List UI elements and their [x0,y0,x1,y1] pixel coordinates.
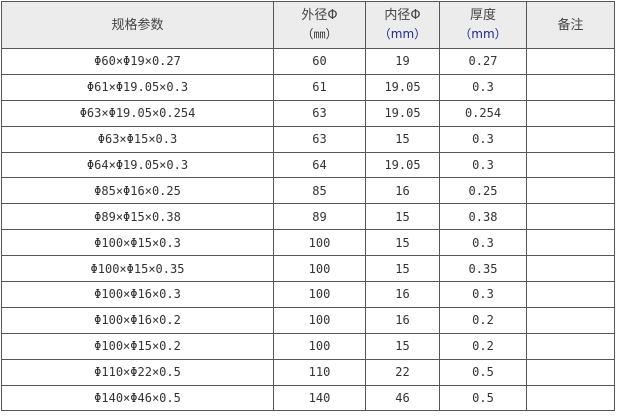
header-label: 厚度 [469,8,496,23]
cell-thickness: 0.3 [439,281,527,308]
header-unit: （mm） [378,27,427,41]
header-label: 外径Φ [301,8,338,23]
header-label: 规格参数 [111,17,164,33]
header-remarks: 备注 [526,1,615,49]
table-row: Φ100×Φ15×0.3 100 15 0.3 [1,229,615,257]
table-row: Φ64×Φ19.05×0.3 64 19.05 0.3 [1,151,615,179]
cell-outer-diameter: 100 [273,306,366,334]
cell-remarks [526,384,615,412]
header-label: 备注 [557,17,584,33]
cell-spec: Φ110×Φ22×0.5 [1,358,274,386]
table-row: Φ63×Φ15×0.3 63 15 0.3 [1,125,615,153]
cell-spec: Φ63×Φ19.05×0.254 [1,99,274,127]
header-spec: 规格参数 [1,1,274,49]
cell-thickness: 0.35 [439,255,527,283]
cell-inner-diameter: 15 [365,255,440,283]
cell-thickness: 0.3 [439,151,527,179]
cell-remarks [526,229,615,257]
cell-thickness: 0.27 [439,48,527,75]
header-unit: （㎜） [301,27,338,41]
cell-thickness: 0.2 [439,332,527,360]
header-thickness: 厚度 （mm） [439,1,527,49]
cell-inner-diameter: 15 [365,125,440,153]
cell-thickness: 0.2 [439,306,527,334]
cell-inner-diameter: 16 [365,281,440,308]
cell-remarks [526,125,615,153]
cell-spec: Φ89×Φ15×0.38 [1,203,274,231]
cell-thickness: 0.254 [439,99,527,127]
cell-remarks [526,99,615,127]
cell-outer-diameter: 100 [273,229,366,257]
cell-thickness: 0.5 [439,358,527,386]
header-inner-diameter: 内径Φ （mm） [365,1,440,49]
cell-outer-diameter: 64 [273,151,366,179]
table-row: Φ100×Φ16×0.2 100 16 0.2 [1,306,615,334]
cell-inner-diameter: 19 [365,48,440,75]
cell-spec: Φ61×Φ19.05×0.3 [1,73,274,101]
cell-spec: Φ100×Φ16×0.2 [1,306,274,334]
cell-spec: Φ64×Φ19.05×0.3 [1,151,274,179]
header-outer-diameter: 外径Φ （㎜） [273,1,366,49]
cell-remarks [526,306,615,334]
table-row: Φ100×Φ15×0.2 100 15 0.2 [1,332,615,360]
table-row: Φ110×Φ22×0.5 110 22 0.5 [1,358,615,386]
table-row: Φ100×Φ15×0.35 100 15 0.35 [1,255,615,283]
cell-inner-diameter: 19.05 [365,151,440,179]
cell-spec: Φ63×Φ15×0.3 [1,125,274,153]
cell-inner-diameter: 22 [365,358,440,386]
cell-outer-diameter: 100 [273,255,366,283]
cell-outer-diameter: 89 [273,203,366,231]
cell-remarks [526,358,615,386]
cell-spec: Φ100×Φ15×0.35 [1,255,274,283]
cell-outer-diameter: 63 [273,99,366,127]
cell-spec: Φ140×Φ46×0.5 [1,384,274,412]
cell-inner-diameter: 15 [365,203,440,231]
cell-inner-diameter: 46 [365,384,440,412]
cell-outer-diameter: 100 [273,332,366,360]
table-row: Φ89×Φ15×0.38 89 15 0.38 [1,203,615,231]
table-row: Φ85×Φ16×0.25 85 16 0.25 [1,177,615,205]
cell-inner-diameter: 15 [365,332,440,360]
cell-remarks [526,73,615,101]
cell-thickness: 0.3 [439,73,527,101]
cell-outer-diameter: 63 [273,125,366,153]
cell-outer-diameter: 100 [273,281,366,308]
cell-remarks [526,48,615,75]
header-label: 内径Φ [384,8,421,23]
cell-remarks [526,177,615,205]
table-row: Φ63×Φ19.05×0.254 63 19.05 0.254 [1,99,615,127]
cell-spec: Φ100×Φ15×0.2 [1,332,274,360]
cell-thickness: 0.38 [439,203,527,231]
cell-thickness: 0.3 [439,125,527,153]
cell-spec: Φ100×Φ16×0.3 [1,281,274,308]
cell-inner-diameter: 19.05 [365,99,440,127]
cell-outer-diameter: 61 [273,73,366,101]
cell-outer-diameter: 140 [273,384,366,412]
cell-remarks [526,332,615,360]
header-row: 规格参数 外径Φ （㎜） 内径Φ （mm） 厚度 （mm） 备注 [1,1,615,49]
cell-inner-diameter: 16 [365,306,440,334]
table-row: Φ60×Φ19×0.27 60 19 0.27 [1,48,615,75]
cell-remarks [526,281,615,308]
cell-inner-diameter: 16 [365,177,440,205]
cell-spec: Φ85×Φ16×0.25 [1,177,274,205]
cell-thickness: 0.25 [439,177,527,205]
header-unit: （mm） [459,27,507,41]
cell-outer-diameter: 60 [273,48,366,75]
cell-remarks [526,151,615,179]
cell-spec: Φ100×Φ15×0.3 [1,229,274,257]
cell-remarks [526,255,615,283]
cell-remarks [526,203,615,231]
table-row: Φ61×Φ19.05×0.3 61 19.05 0.3 [1,73,615,101]
table-row: Φ100×Φ16×0.3 100 16 0.3 [1,281,615,308]
cell-thickness: 0.5 [439,384,527,412]
cell-spec: Φ60×Φ19×0.27 [1,48,274,75]
cell-inner-diameter: 19.05 [365,73,440,101]
cell-thickness: 0.3 [439,229,527,257]
table-row: Φ140×Φ46×0.5 140 46 0.5 [1,384,615,412]
cell-outer-diameter: 85 [273,177,366,205]
cell-outer-diameter: 110 [273,358,366,386]
cell-inner-diameter: 15 [365,229,440,257]
